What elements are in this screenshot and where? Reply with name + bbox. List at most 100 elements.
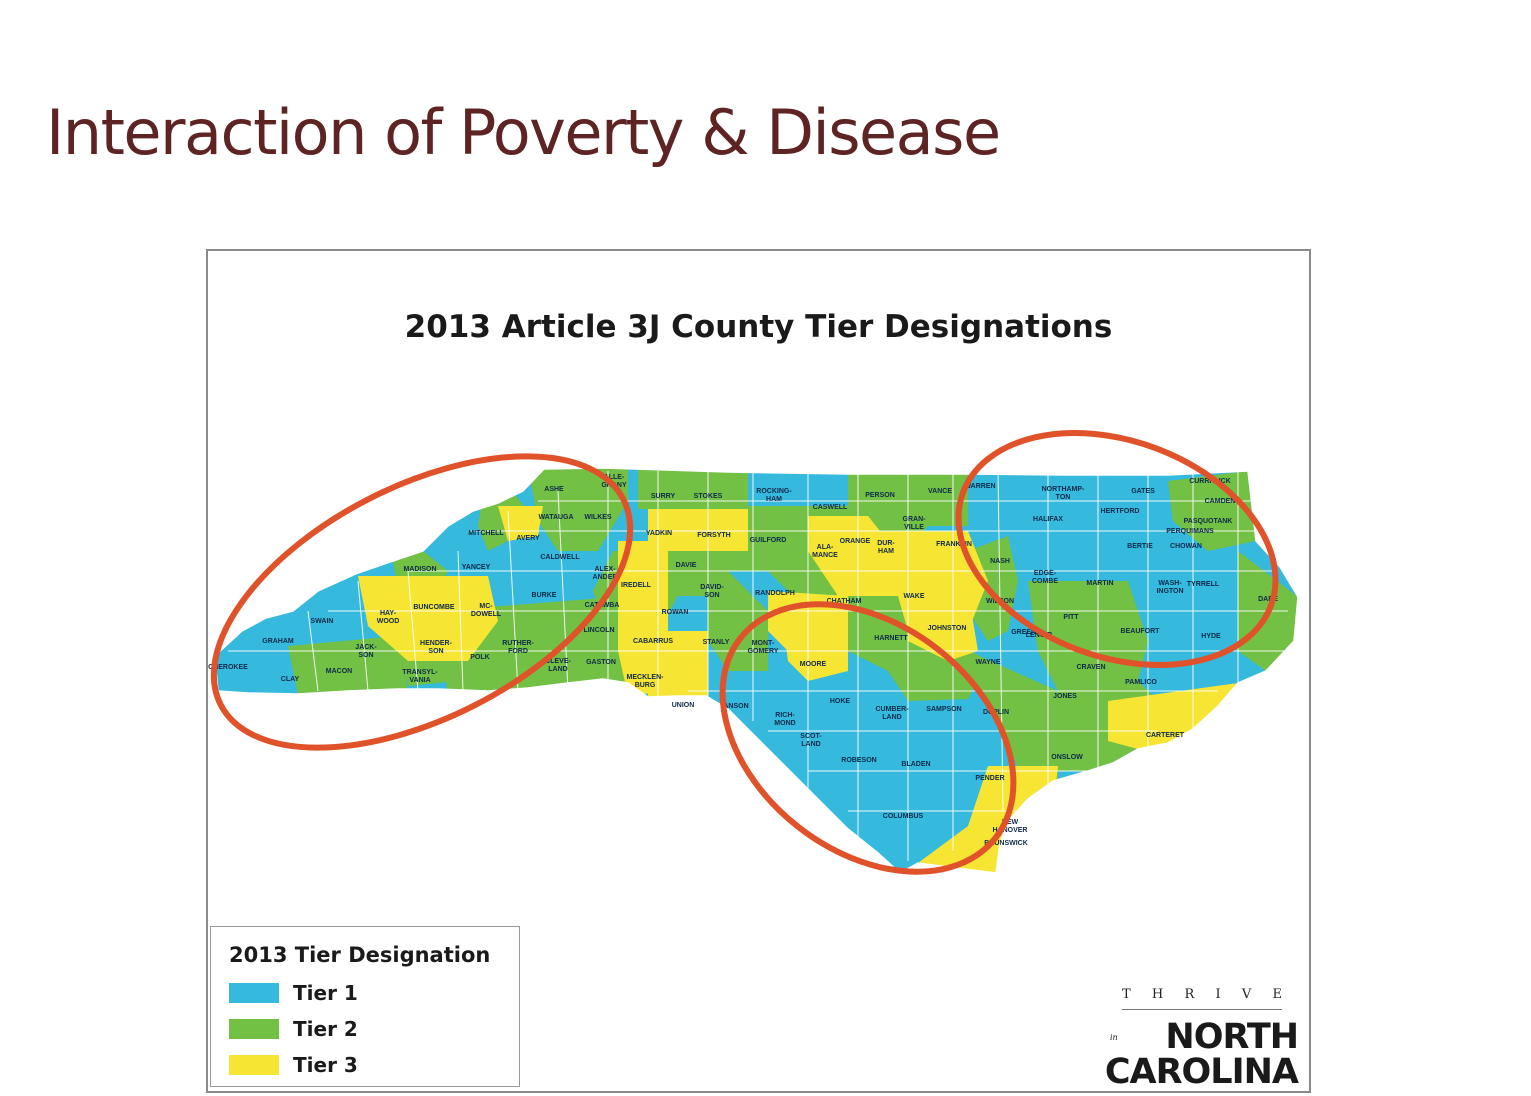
county-label: PERSON bbox=[865, 492, 895, 499]
county-label: FRANKLIN bbox=[936, 541, 972, 548]
county-label: BLADEN bbox=[901, 761, 930, 768]
county-label: GRAN-VILLE bbox=[903, 516, 927, 531]
county-label: MC-DOWELL bbox=[471, 603, 502, 618]
county-label: HARNETT bbox=[874, 635, 908, 642]
map-title: 2013 Article 3J County Tier Designations bbox=[404, 309, 1113, 345]
county-label: DAVIE bbox=[676, 562, 697, 569]
county-label: HYDE bbox=[1201, 633, 1221, 640]
county-label: EDGE-COMBE bbox=[1032, 570, 1058, 585]
county-label: YANCEY bbox=[462, 564, 491, 571]
county-label: SWAIN bbox=[311, 618, 334, 625]
logo-prefix: in bbox=[1110, 1033, 1118, 1042]
county-label: PERQUIMANS bbox=[1166, 528, 1214, 535]
county-label: ONSLOW bbox=[1051, 754, 1083, 761]
county-label: CALDWELL bbox=[540, 554, 580, 561]
county-label: STANLY bbox=[703, 639, 730, 646]
county-label: CURRITUCK bbox=[1189, 478, 1231, 485]
county-label: CHEROKEE bbox=[208, 664, 248, 671]
county-label: BERTIE bbox=[1127, 543, 1153, 550]
county-label: CHOWAN bbox=[1170, 543, 1202, 550]
legend-item-tier-2: Tier 2 bbox=[229, 1016, 358, 1042]
county-label: ORANGE bbox=[840, 538, 871, 545]
county-label: JACK-SON bbox=[355, 644, 377, 659]
county-label: UNION bbox=[672, 702, 695, 709]
county-label: BRUNSWICK bbox=[984, 840, 1028, 847]
county-label: CASWELL bbox=[813, 504, 848, 511]
county-label: LINCOLN bbox=[583, 627, 614, 634]
county-label: CLEVE-LAND bbox=[545, 658, 571, 673]
county-label: GRAHAM bbox=[262, 638, 294, 645]
county-label: YADKIN bbox=[646, 530, 672, 537]
county-label: CUMBER-LAND bbox=[875, 706, 909, 721]
county-label: LENOIR bbox=[1026, 632, 1052, 639]
county-label: RANDOLPH bbox=[755, 590, 795, 597]
county-label: NORTHAMP-TON bbox=[1042, 486, 1085, 501]
county-label: HENDER-SON bbox=[420, 640, 453, 655]
highlight-ellipse-south bbox=[719, 601, 1017, 875]
county-label: GASTON bbox=[586, 659, 616, 666]
county-label: JONES bbox=[1053, 693, 1077, 700]
county-label: WAYNE bbox=[975, 659, 1000, 666]
legend-label-tier-1: Tier 1 bbox=[293, 981, 358, 1005]
county-label: GATES bbox=[1131, 488, 1155, 495]
county-label: ALEX-ANDER bbox=[593, 566, 618, 581]
legend-swatch-tier-1 bbox=[229, 983, 279, 1003]
logo-north: NORTH bbox=[1165, 1017, 1299, 1057]
legend-swatch-tier-3 bbox=[229, 1055, 279, 1075]
highlight-ellipses bbox=[210, 430, 1279, 875]
map-legend: 2013 Tier Designation Tier 1 Tier 2 Tier… bbox=[210, 926, 520, 1087]
county-label: ROWAN bbox=[662, 609, 689, 616]
county-label: HAY-WOOD bbox=[377, 610, 400, 625]
county-label: FORSYTH bbox=[697, 532, 730, 539]
county-label: SURRY bbox=[651, 493, 676, 500]
county-label: NASH bbox=[990, 558, 1010, 565]
county-label: SCOT-LAND bbox=[800, 733, 822, 748]
county-label: BEAUFORT bbox=[1121, 628, 1161, 635]
county-label: HERTFORD bbox=[1101, 508, 1140, 515]
county-label: WASH-INGTON bbox=[1156, 580, 1183, 595]
county-label: AVERY bbox=[516, 535, 540, 542]
county-label: RUTHER-FORD bbox=[502, 640, 534, 655]
county-label: WARREN bbox=[964, 483, 995, 490]
county-label: DAVID-SON bbox=[700, 584, 724, 599]
county-label: ANSON bbox=[723, 703, 748, 710]
county-label: PASQUOTANK bbox=[1184, 518, 1233, 525]
county-label: BURKE bbox=[532, 592, 557, 599]
county-label: ALA-MANCE bbox=[812, 544, 838, 559]
legend-label-tier-2: Tier 2 bbox=[293, 1017, 358, 1041]
legend-item-tier-1: Tier 1 bbox=[229, 980, 358, 1006]
county-label: STOKES bbox=[694, 493, 723, 500]
county-label: DUR-HAM bbox=[877, 540, 895, 555]
county-label: TRANSYL-VANIA bbox=[402, 669, 438, 684]
county-label: VANCE bbox=[928, 488, 952, 495]
logo-carolina: CAROLINA bbox=[1104, 1052, 1299, 1092]
county-label: ROCKING-HAM bbox=[756, 488, 792, 503]
county-label: MOORE bbox=[800, 661, 827, 668]
county-label: MARTIN bbox=[1086, 580, 1113, 587]
county-label: MECKLEN-BURG bbox=[627, 674, 665, 689]
county-label: ROBESON bbox=[841, 757, 876, 764]
county-label: POLK bbox=[470, 654, 489, 661]
county-label: MONT-GOMERY bbox=[748, 640, 779, 655]
county-label: JOHNSTON bbox=[928, 625, 967, 632]
county-label: GREENE bbox=[1011, 629, 1041, 636]
county-label: WAKE bbox=[904, 593, 925, 600]
county-label: TYRRELL bbox=[1187, 581, 1220, 588]
county-label: MACON bbox=[326, 668, 352, 675]
legend-item-tier-3: Tier 3 bbox=[229, 1052, 358, 1078]
county-label: CRAVEN bbox=[1076, 664, 1105, 671]
county-label: ASHE bbox=[544, 486, 564, 493]
county-label: CARTERET bbox=[1146, 732, 1185, 739]
logo-divider bbox=[1122, 1009, 1282, 1010]
county-label: CLAY bbox=[281, 676, 300, 683]
county-border-lines bbox=[228, 470, 1298, 861]
county-label: DARE bbox=[1258, 596, 1278, 603]
legend-swatch-tier-2 bbox=[229, 1019, 279, 1039]
county-label: RICH-MOND bbox=[774, 712, 795, 727]
county-label: CABARRUS bbox=[633, 638, 673, 645]
county-label: HALIFAX bbox=[1033, 516, 1063, 523]
county-label: SAMPSON bbox=[926, 706, 961, 713]
